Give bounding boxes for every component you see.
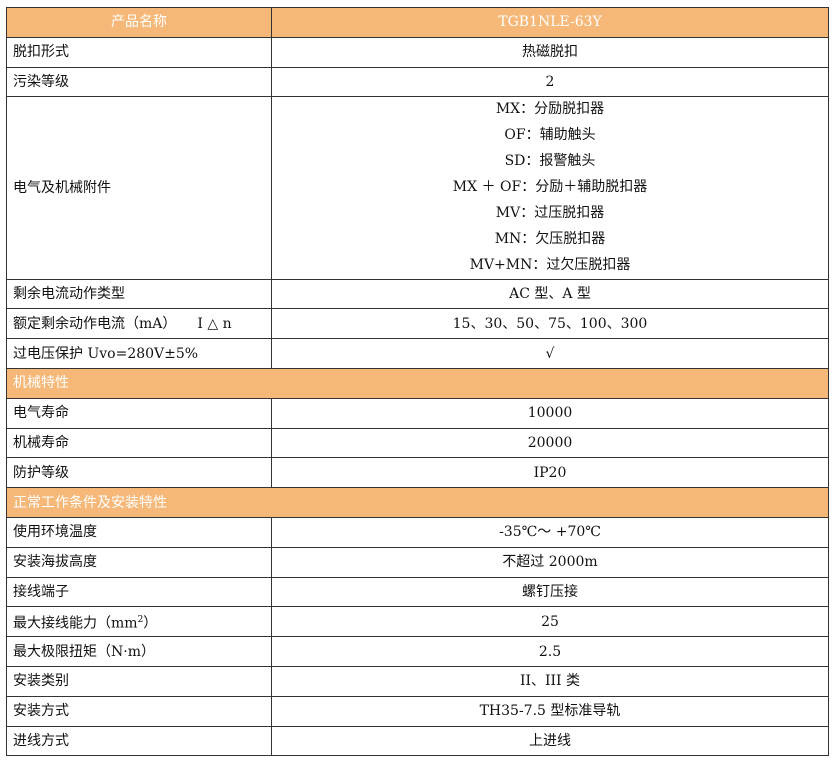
table-row: 防护等级 IP20 bbox=[6, 457, 829, 489]
row-label: 电气及机械附件 bbox=[6, 96, 272, 280]
table-row: 接线端子 螺钉压接 bbox=[6, 576, 829, 608]
row-label: 最大接线能力（mm2） bbox=[6, 606, 272, 638]
row-label: 过电压保护 Uvo=280V±5% bbox=[6, 338, 272, 370]
section-title: 机械特性 bbox=[6, 368, 829, 399]
row-label: 额定剩余动作电流（mA） I △ n bbox=[6, 308, 272, 340]
accessory-item: SD：报警触头 bbox=[504, 153, 596, 170]
accessory-item: MV+MN：过欠压脱扣器 bbox=[469, 256, 631, 273]
accessory-item: OF：辅助触头 bbox=[504, 127, 596, 144]
table-row: 过电压保护 Uvo=280V±5% √ bbox=[6, 338, 829, 370]
table-row: 最大极限扭矩（N·m） 2.5 bbox=[6, 636, 829, 667]
row-value: 2 bbox=[271, 66, 829, 98]
table-row: 进线方式 上进线 bbox=[6, 725, 829, 757]
row-label: 安装海拔高度 bbox=[6, 546, 272, 578]
row-label: 最大极限扭矩（N·m） bbox=[6, 636, 272, 667]
table-header-row: 产品名称 TGB1NLE-63Y bbox=[6, 7, 829, 38]
table-row: 使用环境温度 -35℃～ +70℃ bbox=[6, 517, 829, 548]
row-label: 接线端子 bbox=[6, 576, 272, 608]
spec-table: 产品名称 TGB1NLE-63Y 脱扣形式 热磁脱扣 污染等级 2 电气及机械附件 MX：… bbox=[6, 7, 829, 757]
row-label: 剩余电流动作类型 bbox=[6, 278, 272, 310]
row-label: 使用环境温度 bbox=[6, 517, 272, 548]
accessory-item: MX ＋ OF：分励＋辅助脱扣器 bbox=[452, 179, 648, 196]
section-environment: 正常工作条件及安装特性 bbox=[6, 487, 829, 518]
row-value: II、III 类 bbox=[271, 665, 829, 697]
row-value: 上进线 bbox=[271, 725, 829, 757]
label-text: 最大接线能力（mm bbox=[13, 615, 138, 632]
row-value: 不超过 2000m bbox=[271, 546, 829, 578]
table-row: 脱扣形式 热磁脱扣 bbox=[6, 36, 829, 68]
row-label: 防护等级 bbox=[6, 457, 272, 489]
row-value: √ bbox=[271, 338, 829, 370]
row-label: 进线方式 bbox=[6, 725, 272, 757]
row-value: 螺钉压接 bbox=[271, 576, 829, 608]
table-row: 安装类别 II、III 类 bbox=[6, 665, 829, 697]
row-value: 热磁脱扣 bbox=[271, 36, 829, 68]
table-row: 污染等级 2 bbox=[6, 66, 829, 98]
accessory-item: MX：分励脱扣器 bbox=[495, 101, 605, 118]
row-label: 电气寿命 bbox=[6, 397, 272, 429]
header-name-label: 产品名称 bbox=[6, 7, 272, 38]
table-row: 额定剩余动作电流（mA） I △ n 15、30、50、75、100、300 bbox=[6, 308, 829, 340]
section-mechanical: 机械特性 bbox=[6, 368, 829, 399]
row-value: TH35-7.5 型标准导轨 bbox=[271, 695, 829, 727]
row-value: 20000 bbox=[271, 427, 829, 459]
accessory-item: MN：欠压脱扣器 bbox=[494, 230, 606, 247]
row-value: AC 型、A 型 bbox=[271, 278, 829, 310]
row-value: 25 bbox=[271, 606, 829, 638]
row-label: 脱扣形式 bbox=[6, 36, 272, 68]
row-label: 安装方式 bbox=[6, 695, 272, 727]
table-row: 剩余电流动作类型 AC 型、A 型 bbox=[6, 278, 829, 310]
row-value: 10000 bbox=[271, 397, 829, 429]
row-value: 2.5 bbox=[271, 636, 829, 667]
row-value: MX：分励脱扣器 OF：辅助触头 SD：报警触头 MX ＋ OF：分励＋辅助脱扣器 MV… bbox=[271, 96, 829, 280]
header-model: TGB1NLE-63Y bbox=[271, 7, 829, 38]
row-value: 15、30、50、75、100、300 bbox=[271, 308, 829, 340]
row-label: 安装类别 bbox=[6, 665, 272, 697]
row-label: 污染等级 bbox=[6, 66, 272, 98]
table-row: 最大接线能力（mm2） 25 bbox=[6, 606, 829, 638]
row-label: 机械寿命 bbox=[6, 427, 272, 459]
row-value: -35℃～ +70℃ bbox=[271, 517, 829, 548]
section-title: 正常工作条件及安装特性 bbox=[6, 487, 829, 518]
table-row: 安装方式 TH35-7.5 型标准导轨 bbox=[6, 695, 829, 727]
table-row: 机械寿命 20000 bbox=[6, 427, 829, 459]
table-row-accessories: 电气及机械附件 MX：分励脱扣器 OF：辅助触头 SD：报警触头 MX ＋ OF：分励＋… bbox=[6, 96, 829, 280]
table-row: 电气寿命 10000 bbox=[6, 397, 829, 429]
table-row: 安装海拔高度 不超过 2000m bbox=[6, 546, 829, 578]
row-value: IP20 bbox=[271, 457, 829, 489]
accessory-item: MV：过压脱扣器 bbox=[495, 204, 605, 221]
label-end: ） bbox=[143, 615, 158, 632]
label-sup: 2 bbox=[137, 614, 144, 625]
